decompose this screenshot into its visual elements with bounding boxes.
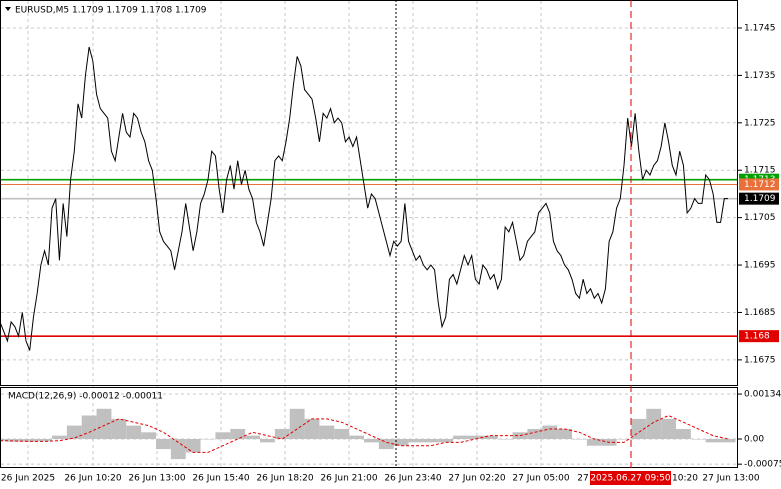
macd-bar: [408, 439, 424, 443]
macd-bar: [661, 418, 676, 440]
macd-bar: [557, 428, 572, 440]
main-frame: [0, 0, 738, 386]
macd-bar: [289, 408, 305, 440]
x-tick-label: 26 Jun 2025: [1, 474, 55, 484]
x-tick-label: 27 Jun 02:20: [448, 474, 505, 484]
macd-bar: [22, 439, 38, 442]
x-tick-label: 26 Jun 18:20: [256, 474, 313, 484]
y-tick-label: 1.1695: [744, 261, 776, 271]
macd-bar: [705, 439, 721, 443]
macd-bar: [334, 428, 350, 440]
y-tick-label: 1.1705: [744, 213, 776, 223]
macd-bar: [7, 439, 23, 442]
macd-bar: [527, 428, 543, 440]
macd-bar: [720, 439, 736, 443]
level-label: 1.168: [744, 332, 770, 342]
macd-bar: [646, 408, 662, 440]
macd-bar: [304, 418, 320, 440]
macd-bar: [468, 435, 483, 440]
macd-bar: [141, 432, 156, 440]
x-tick-label: 26 Jun 10:20: [64, 474, 121, 484]
x-tick-label: 27 Jun 13:00: [702, 474, 759, 484]
macd-bar: [319, 425, 335, 440]
macd-bar: [66, 425, 82, 440]
macd-bar: [572, 439, 587, 440]
macd-frame: [0, 387, 738, 468]
macd-bar: [497, 439, 513, 440]
macd-bar: [586, 439, 602, 446]
macd-bar: [438, 439, 454, 443]
level-label-box: [739, 178, 779, 191]
macd-bar: [215, 432, 231, 440]
level-label: 1.1712: [744, 180, 776, 190]
crosshair-label-box: [590, 471, 671, 485]
macd-bar: [245, 435, 260, 440]
macd-bar: [423, 439, 439, 443]
macd-bar: [230, 428, 246, 440]
price-line: [0, 46, 728, 351]
macd-bar: [111, 418, 127, 440]
level-label-box: [739, 330, 779, 343]
crosshair-label: 2025.06.27 09:50: [590, 474, 671, 484]
macd-bar: [453, 435, 468, 440]
macd-bar: [364, 439, 379, 443]
x-tick-label: 27: [577, 474, 588, 484]
macd-bar: [378, 439, 394, 450]
macd-bar: [349, 435, 364, 440]
chart-title: EURUSD,M5 1.1709 1.1709 1.1708 1.1709: [15, 6, 207, 16]
x-tick-label: 27 Jun 05:00: [512, 474, 569, 484]
macd-bar: [170, 439, 186, 460]
macd-title: MACD(12,26,9) -0.00012 -0.00011: [8, 392, 163, 402]
y-tick-label: 1.1715: [744, 166, 776, 176]
x-tick-label: 26 Jun 23:40: [384, 474, 441, 484]
y-tick-label: 1.1675: [744, 355, 776, 365]
y-tick-label: 1.1685: [744, 308, 776, 318]
level-label-box: [739, 192, 779, 205]
x-tick-label: 26 Jun 15:40: [192, 474, 249, 484]
menu-triangle: [5, 7, 11, 11]
y-tick-label: -0.00075: [744, 460, 781, 470]
macd-bar: [126, 425, 142, 440]
signal-line: [0, 414, 729, 453]
macd-bar: [260, 439, 275, 443]
macd-bar: [81, 415, 97, 440]
macd-bar: [393, 439, 409, 446]
macd-bar: [542, 425, 558, 440]
x-tick-label: 26 Jun 21:00: [320, 474, 377, 484]
macd-bar: [96, 408, 112, 440]
y-tick-label: 0.00: [744, 435, 764, 445]
y-tick-label: 1.1735: [744, 71, 776, 81]
macd-bar: [631, 418, 647, 440]
macd-bar: [200, 439, 216, 440]
x-tick-label: 26 Jun 13:00: [128, 474, 185, 484]
y-tick-label: 1.1725: [744, 118, 776, 128]
level-label: 1.1709: [744, 194, 776, 204]
macd-bar: [482, 435, 498, 440]
macd-bar: [616, 439, 632, 440]
macd-bar: [676, 428, 691, 440]
macd-bar: [185, 439, 201, 453]
macd-bar: [52, 435, 67, 440]
macd-bar: [690, 439, 706, 440]
x-tick-label: 10:20: [672, 474, 698, 484]
macd-bar: [37, 439, 52, 442]
macd-bar: [156, 439, 171, 450]
y-tick-label: 1.1745: [744, 23, 776, 33]
y-tick-label: 0.00134: [744, 390, 781, 400]
macd-bar: [274, 428, 290, 440]
